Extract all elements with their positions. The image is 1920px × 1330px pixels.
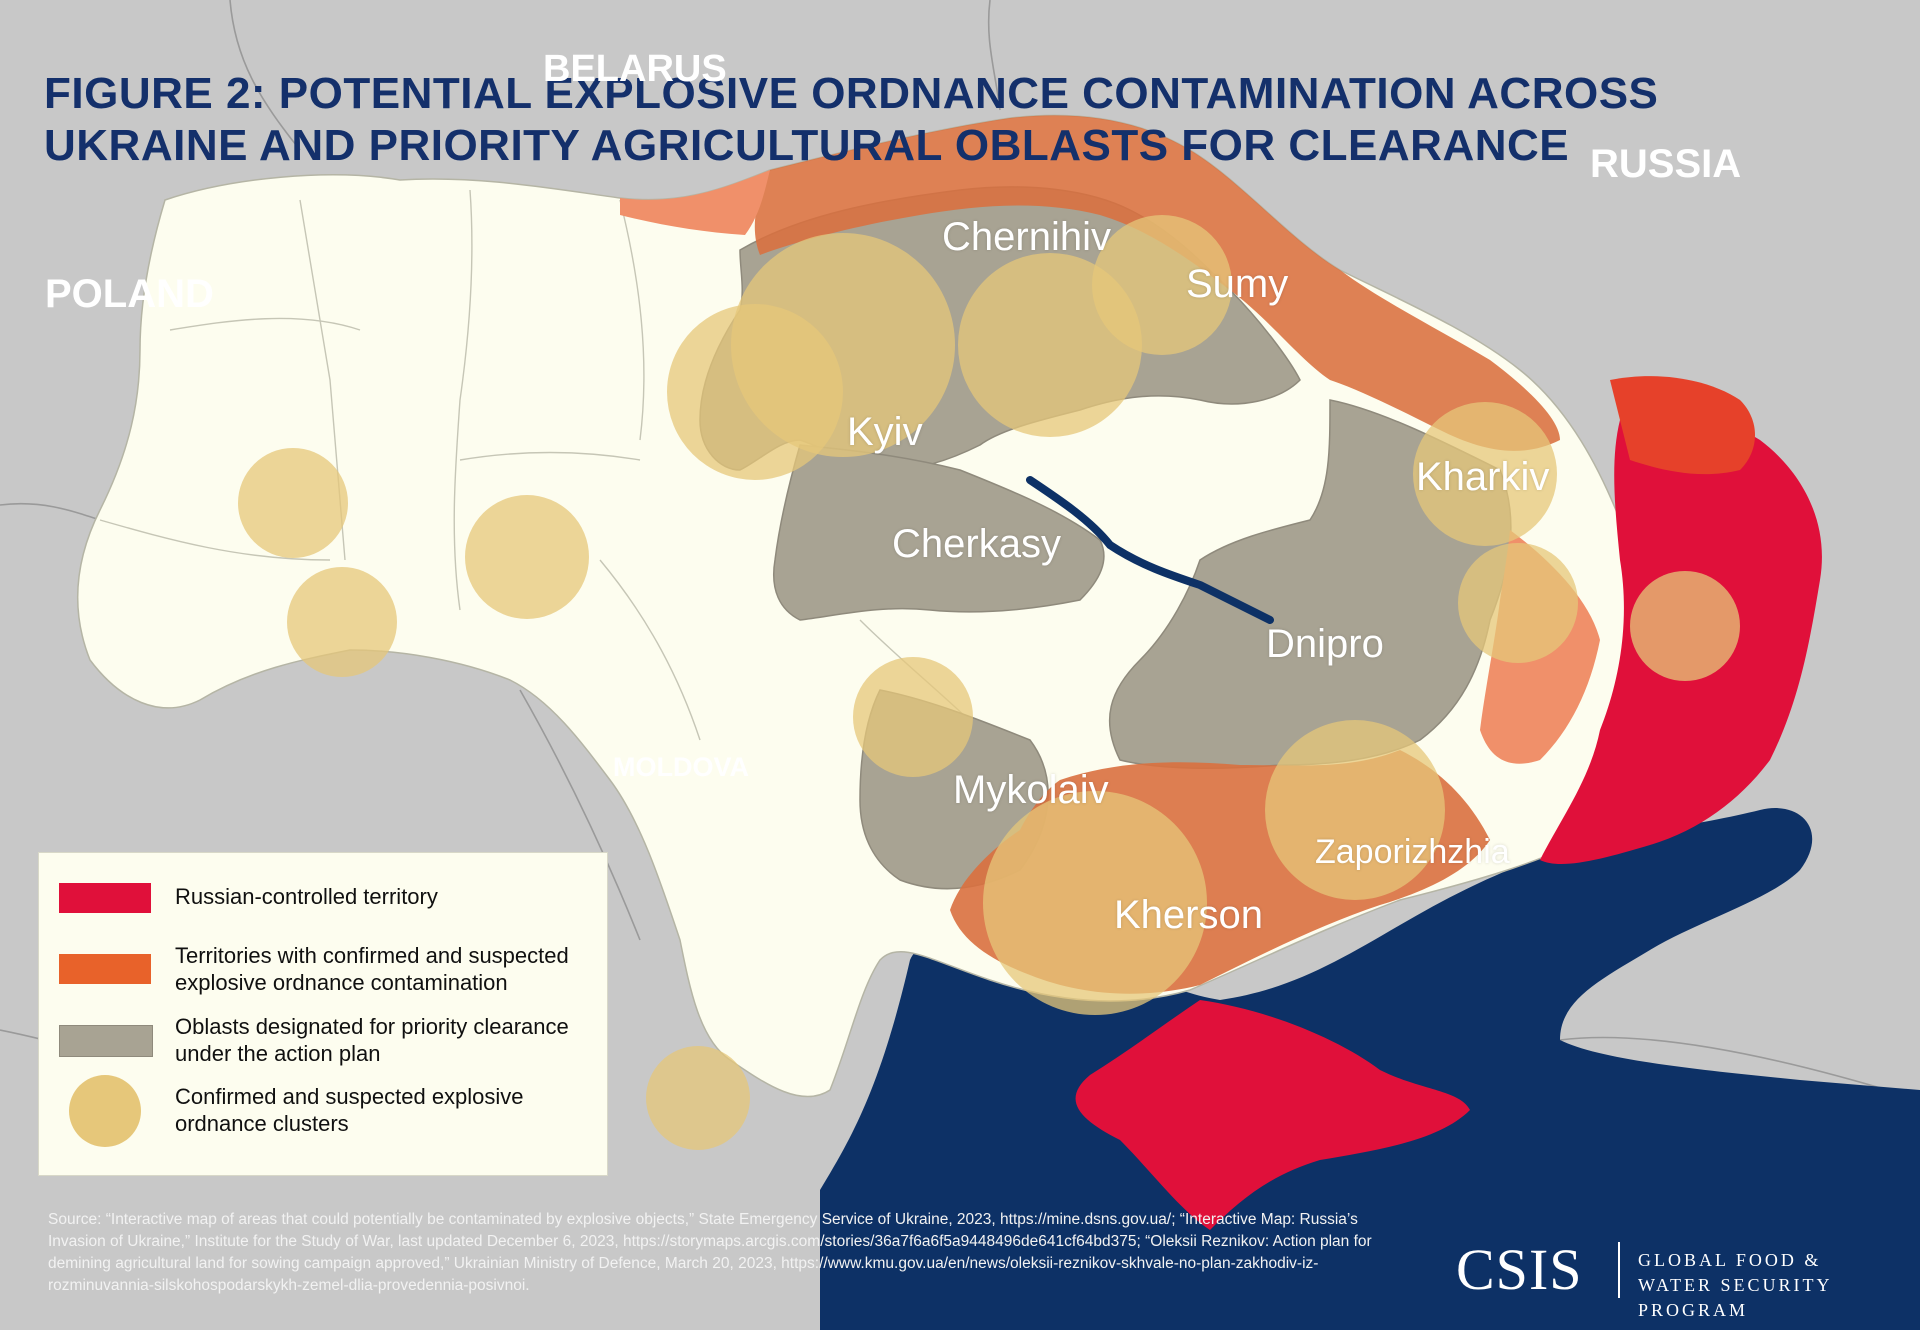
contamination-red-orange bbox=[1610, 376, 1755, 475]
legend-label: Territories with confirmed and suspected… bbox=[175, 943, 569, 995]
country-label-poland: POLAND bbox=[45, 272, 214, 316]
oblast-label-chernihiv: Chernihiv bbox=[942, 215, 1111, 259]
ordnance-clusters bbox=[238, 215, 1740, 1150]
source-note: Source: “Interactive map of areas that c… bbox=[48, 1211, 1372, 1294]
oblast-label-kharkiv: Kharkiv bbox=[1416, 455, 1550, 499]
csis-logo: CSIS GLOBAL FOOD & WATER SECURITY PROGRA… bbox=[1456, 1237, 1896, 1321]
oblast-label-kherson: Kherson bbox=[1114, 893, 1263, 937]
oblast-label-sumy: Sumy bbox=[1186, 262, 1289, 306]
dnipro-river bbox=[1026, 476, 1274, 624]
program-name: GLOBAL FOOD & WATER SECURITY PROGRAM bbox=[1638, 1250, 1832, 1320]
legend-label: Oblasts designated for priority clearanc… bbox=[175, 1014, 569, 1066]
oblast-label-dnipro: Dnipro bbox=[1266, 622, 1384, 666]
csis-wordmark: CSIS bbox=[1456, 1237, 1583, 1302]
logo-divider bbox=[1618, 1242, 1620, 1298]
oblast-label-mykolaiv: Mykolaiv bbox=[953, 768, 1109, 812]
oblast-label-zaporizhzhia: Zaporizhzhia bbox=[1315, 833, 1510, 871]
map-legend: Russian-controlled territory Territories… bbox=[38, 852, 608, 1176]
country-label-russia: RUSSIA bbox=[1590, 142, 1742, 186]
oblast-label-kyiv: Kyiv bbox=[847, 410, 923, 454]
figure-title: FIGURE 2: POTENTIAL EXPLOSIVE ORDNANCE C… bbox=[44, 69, 1659, 170]
country-label-moldova: MOLDOVA bbox=[613, 752, 749, 782]
legend-swatch-circle bbox=[69, 1075, 141, 1147]
legend-swatch-orange bbox=[59, 954, 151, 984]
legend-label: Confirmed and suspected explosive ordnan… bbox=[175, 1084, 524, 1136]
legend-swatch-red bbox=[59, 883, 151, 913]
oblast-label-cherkasy: Cherkasy bbox=[892, 522, 1061, 566]
country-label-belarus: BELARUS bbox=[543, 48, 727, 90]
legend-swatch-grey bbox=[59, 1025, 153, 1057]
legend-label: Russian-controlled territory bbox=[175, 884, 438, 909]
